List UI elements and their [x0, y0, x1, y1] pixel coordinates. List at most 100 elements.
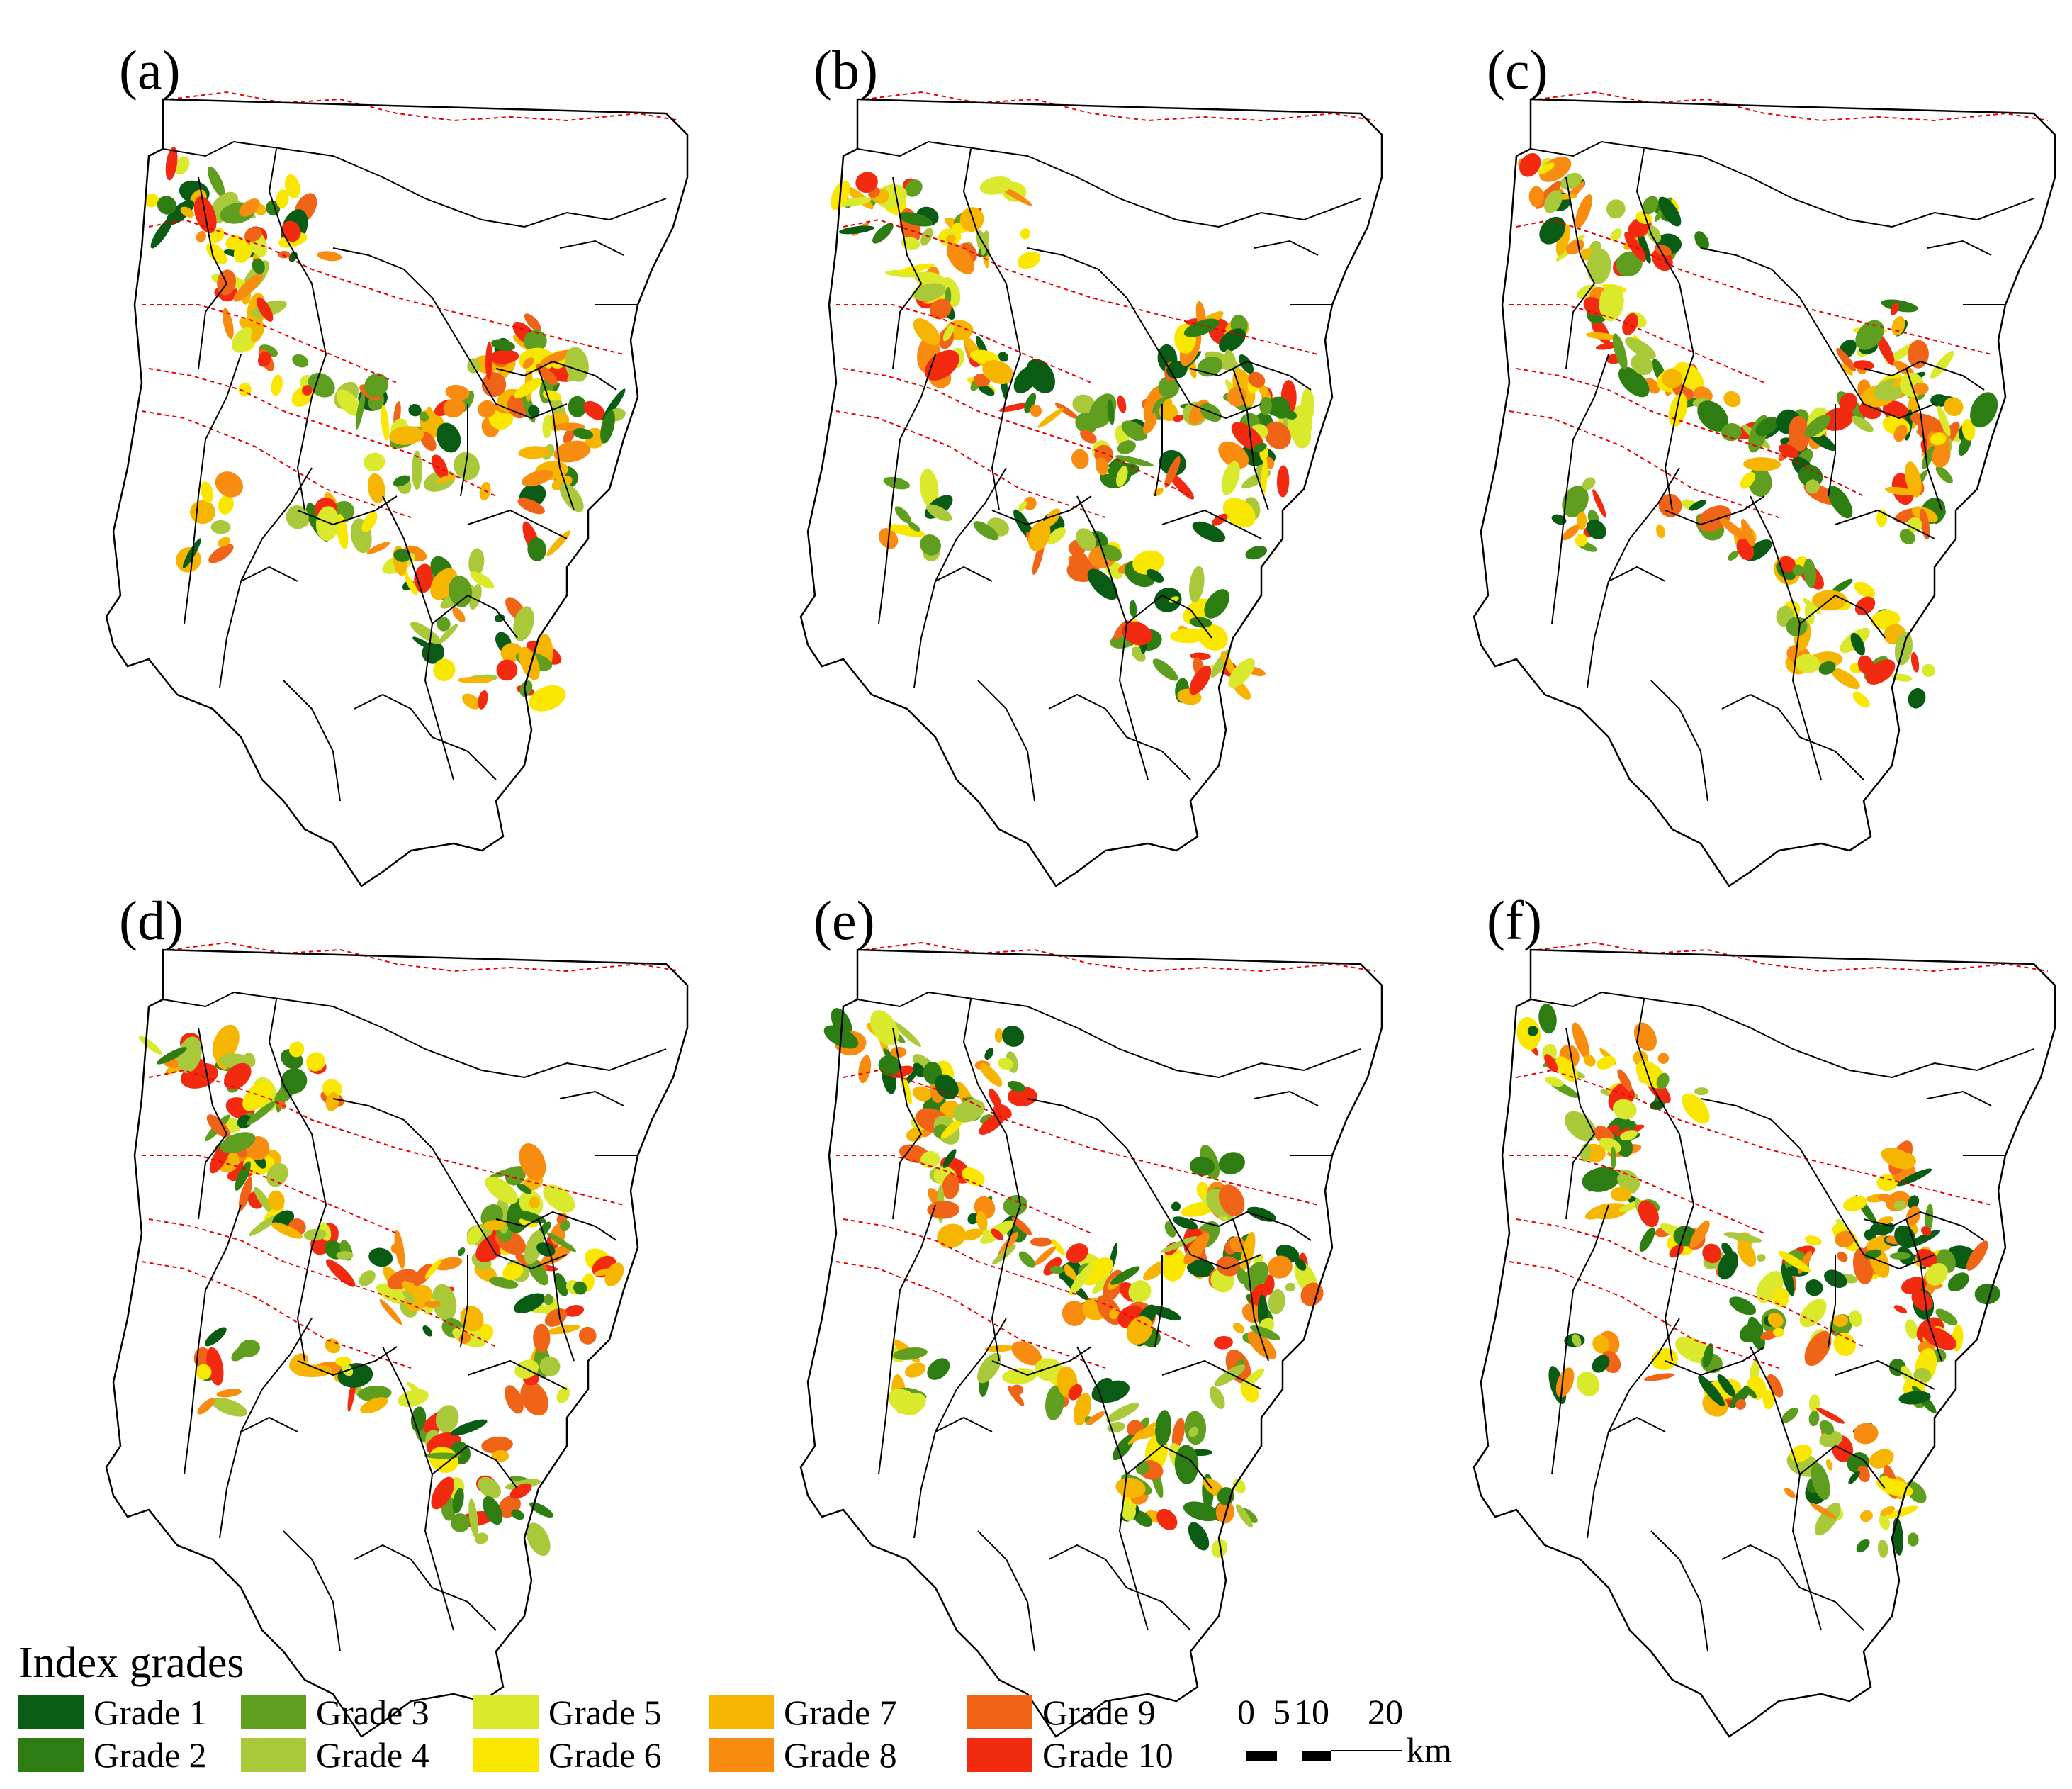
grade-patch [888, 1389, 921, 1415]
grade-patch [1044, 508, 1061, 527]
grade-patch [1908, 340, 1929, 369]
grade-patch [546, 1232, 576, 1252]
grade-patch [1034, 1358, 1064, 1382]
grade-patch [1276, 465, 1290, 498]
grade-patch [1002, 1368, 1037, 1384]
grade-patch [1767, 1312, 1784, 1328]
grade-patch [1610, 1146, 1616, 1170]
grade-patch [1163, 398, 1173, 409]
grade-patch [450, 1513, 470, 1532]
grade-patch [1729, 1296, 1757, 1316]
grade-patch [1543, 190, 1563, 213]
grade-patch [1616, 251, 1643, 276]
grade-patch [1018, 501, 1027, 512]
grade-patch [1222, 498, 1256, 528]
grade-patch [961, 1228, 983, 1241]
grade-patch [1885, 486, 1914, 495]
grade-patch [553, 1272, 568, 1296]
grade-patch [1901, 1366, 1913, 1382]
grade-patch [381, 405, 390, 441]
grade-patch [177, 1036, 202, 1073]
district-boundary-line [1665, 1346, 1765, 1376]
district-boundary-line [198, 176, 228, 369]
grade-patch [1231, 422, 1264, 452]
zone-boundary-line [1537, 91, 2049, 122]
grade-patch [1799, 1299, 1827, 1328]
district-boundary-line [935, 1416, 993, 1432]
grade-patch [528, 405, 540, 417]
grade-patch [225, 235, 244, 250]
grade-patch [1767, 1374, 1784, 1398]
grade-patch [1096, 457, 1108, 476]
grade-patch [335, 1357, 352, 1367]
grade-patch [1896, 1168, 1932, 1187]
grade-patch [251, 321, 265, 343]
grade-patch [1852, 692, 1870, 708]
grade-patch [1606, 199, 1626, 219]
district-boundary-line [1190, 1211, 1312, 1241]
grade-patch [1121, 420, 1147, 441]
zone-boundary-line [1516, 218, 1992, 355]
map-svg [1473, 91, 2056, 887]
district-boundary-line [991, 1346, 1092, 1376]
map-panel-e: (e) [779, 879, 1403, 1738]
grade-patch [1828, 486, 1853, 519]
grade-patch [920, 534, 941, 556]
grade-patch [1228, 658, 1255, 688]
grade-patch [1718, 1250, 1739, 1280]
grade-patch [483, 1496, 503, 1525]
grade-patch [1830, 578, 1853, 595]
grade-patch [1723, 1232, 1762, 1243]
grade-patch [1115, 1477, 1146, 1498]
legend-item-grade-7: Grade 7 [709, 1693, 897, 1732]
grade-patch [1592, 1335, 1610, 1354]
legend-item-grade-5: Grade 5 [473, 1693, 662, 1732]
grade-patch [1205, 351, 1240, 371]
grade-patch [180, 206, 195, 218]
grade-patch [1215, 1501, 1235, 1524]
grade-patch [424, 1300, 441, 1308]
grade-patch [1110, 1266, 1140, 1285]
grade-patch [1221, 461, 1240, 495]
map-svg [1473, 941, 2056, 1738]
grade-patch [517, 498, 545, 515]
grade-patch [979, 1063, 1003, 1087]
grade-patch [1859, 1510, 1873, 1522]
grade-patch [1881, 299, 1918, 313]
grade-patch [206, 1114, 230, 1138]
grade-patch [1784, 1488, 1796, 1498]
district-boundary-line [219, 1318, 313, 1539]
grade-patch [235, 1161, 251, 1191]
district-boundary-line [1700, 247, 1935, 420]
grade-patch [436, 422, 461, 453]
legend-label: Grade 3 [316, 1693, 429, 1732]
zone-boundary-line [1516, 1069, 1992, 1206]
grade-patch [524, 330, 547, 353]
grade-patches [1518, 153, 1998, 709]
district-boundary-line [240, 566, 298, 582]
grade-patch [1620, 1130, 1638, 1140]
zone-boundary-line [1537, 941, 2049, 972]
study-area-outline [799, 98, 1383, 887]
district-boundary-line [1635, 148, 1695, 511]
grade-patch [1877, 1216, 1894, 1225]
grade-patch [433, 658, 456, 681]
grade-patch [563, 427, 575, 444]
study-area-outline [105, 98, 689, 887]
grade-patch [1694, 231, 1709, 250]
grade-patch [1164, 456, 1181, 488]
grade-patch [1905, 1481, 1927, 1503]
grade-patch [518, 446, 551, 459]
grade-patch [511, 1509, 524, 1520]
grade-patch [913, 318, 940, 346]
grade-patch [419, 411, 429, 422]
grade-patch [937, 1223, 967, 1248]
grade-patch [977, 1352, 1001, 1384]
legend-item-grade-10: Grade 10 [967, 1735, 1173, 1775]
district-boundary-line [935, 566, 993, 582]
grade-patch [1115, 455, 1154, 467]
grade-patch [1155, 1410, 1172, 1447]
grade-patch [1030, 1237, 1052, 1247]
legend-label: Grade 6 [548, 1735, 662, 1775]
district-boundary-line [1161, 1359, 1262, 1390]
